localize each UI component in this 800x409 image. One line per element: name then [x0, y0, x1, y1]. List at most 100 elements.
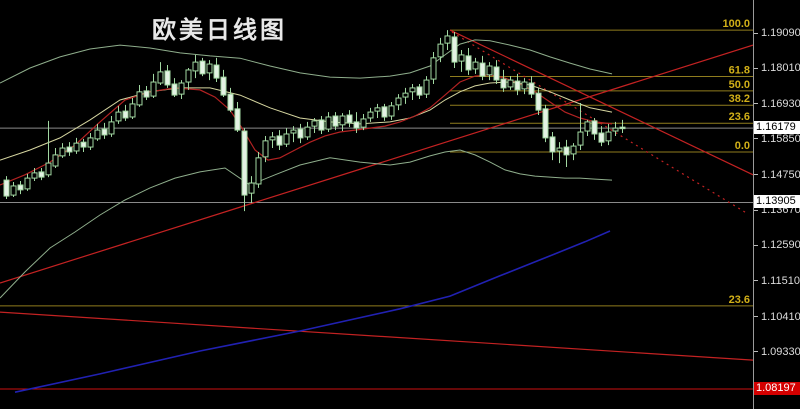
candle-body	[10, 185, 17, 196]
fib-level-label: 0.0	[735, 140, 750, 152]
candle-body	[514, 80, 521, 91]
candle-body	[80, 141, 87, 148]
candle-body	[227, 93, 234, 111]
axis-tick	[754, 174, 758, 175]
candle-body	[416, 86, 423, 96]
fib-level-label: 61.8	[729, 64, 750, 76]
candle-body	[45, 162, 52, 176]
candle-body	[507, 79, 514, 88]
candle-body	[325, 116, 332, 130]
candle-body	[178, 82, 185, 95]
candle-body	[234, 108, 241, 131]
candle-body	[332, 115, 339, 127]
candle-body	[171, 83, 178, 96]
candle-body	[451, 36, 458, 63]
candle-body	[262, 140, 269, 158]
candle-body	[346, 114, 353, 124]
candle-body	[444, 35, 451, 44]
candle-body	[339, 115, 346, 126]
candle-body	[87, 137, 94, 148]
candle-body	[122, 110, 129, 119]
candle-body	[157, 71, 164, 84]
candle-body	[605, 131, 612, 142]
axis-tick	[754, 138, 758, 139]
candle-body	[129, 103, 136, 118]
candle-body	[136, 91, 143, 106]
candle-body	[150, 81, 157, 97]
candle-body	[276, 135, 283, 146]
fib-level-label: 100.0	[722, 18, 750, 30]
candle-body	[108, 121, 115, 135]
candle-body	[367, 111, 374, 119]
candle-body	[101, 128, 108, 136]
candle-body	[472, 61, 479, 70]
candle-body	[241, 130, 248, 196]
candle-body	[199, 60, 206, 75]
axis-price-label: 1.11510	[761, 274, 800, 287]
axis-tick	[754, 280, 758, 281]
candle-body	[206, 63, 213, 74]
candle-body	[220, 76, 227, 96]
trendline-long-descending	[0, 311, 753, 361]
axis-price-tag: 1.08197	[754, 381, 800, 395]
axis-price-tag: 1.16179	[754, 121, 800, 135]
candle-body	[591, 120, 598, 135]
axis-tick	[754, 33, 758, 34]
candle-body	[52, 154, 59, 167]
candle-body	[297, 128, 304, 139]
candle-body	[563, 146, 570, 156]
candle-body	[143, 90, 150, 98]
candle-body	[479, 62, 486, 77]
candle-body	[213, 64, 220, 79]
candle-body	[577, 131, 584, 146]
candle-body	[570, 145, 577, 155]
blue-ma-line	[14, 230, 611, 393]
axis-price-label: 1.16930	[761, 97, 800, 110]
axis-price-label: 1.18010	[761, 62, 800, 75]
candle-body	[535, 92, 542, 111]
candle-body	[556, 147, 563, 152]
fib-level-label: 23.6	[729, 111, 750, 123]
price-chart[interactable]: 100.0 61.8 50.0 38.2 23.6 0.0 23.6	[0, 0, 753, 409]
axis-tick	[754, 316, 758, 317]
fib-level-label: 50.0	[729, 79, 750, 91]
candle-body	[430, 57, 437, 80]
candle-body	[17, 184, 24, 191]
candle-body	[423, 79, 430, 95]
candle-body	[59, 147, 66, 157]
candle-body	[304, 126, 311, 138]
axis-price-label: 1.10410	[761, 310, 800, 323]
candle-body	[115, 111, 122, 122]
bollinger-middle-band	[0, 81, 613, 161]
candle-body	[164, 70, 171, 86]
candle-body	[66, 146, 73, 153]
candle-body	[409, 87, 416, 93]
candle-body	[318, 119, 325, 131]
candle-body	[311, 120, 318, 127]
candle-body	[528, 82, 535, 95]
axis-price-label: 1.09330	[761, 345, 800, 358]
candle-body	[248, 182, 255, 194]
candle-body	[73, 142, 80, 152]
candle-body	[500, 78, 507, 89]
candle-body	[542, 108, 549, 139]
axis-tick	[754, 245, 758, 246]
candle-body	[374, 107, 381, 112]
bollinger-lower-band	[0, 149, 613, 299]
axis-tick	[754, 210, 758, 211]
axis-tick	[754, 68, 758, 69]
axis-price-tag: 1.13905	[754, 195, 800, 209]
candle-body	[3, 179, 10, 197]
chart-title: 欧美日线图	[152, 17, 287, 44]
candle-body	[584, 121, 591, 132]
candle-body	[185, 69, 192, 83]
candle-body	[360, 118, 367, 128]
candle-body	[381, 106, 388, 118]
price-axis[interactable]: 1.19090 1.18010 1.16930 1.15850 1.14750 1.136…	[753, 0, 800, 409]
axis-price-label: 1.15850	[761, 132, 800, 145]
candle-body	[486, 65, 493, 76]
axis-tick	[754, 103, 758, 104]
candle-body	[38, 171, 45, 178]
axis-price-label: 1.14750	[761, 168, 800, 181]
candle-body	[598, 132, 605, 143]
